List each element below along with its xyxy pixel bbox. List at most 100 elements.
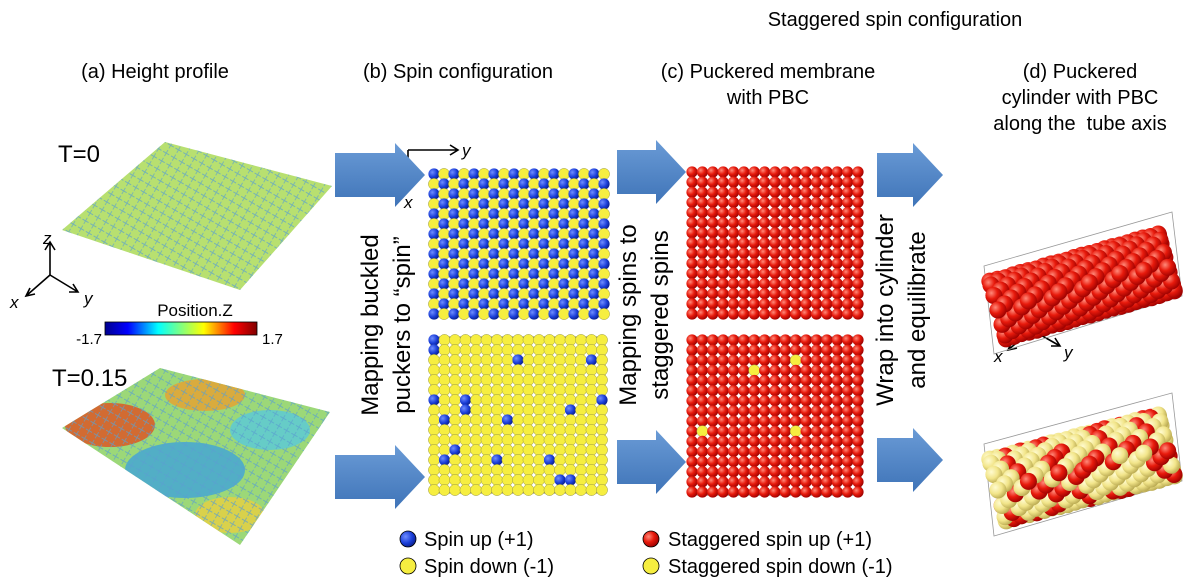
spin-site [831, 354, 843, 366]
spin-site [831, 298, 843, 310]
spin-site [468, 178, 480, 190]
spin-site [498, 248, 510, 260]
legend-label: Spin up (+1) [424, 529, 534, 551]
spin-site [459, 394, 472, 406]
spin-site [842, 176, 854, 188]
spin-site [508, 288, 520, 300]
spin-site [748, 466, 760, 478]
spin-site [564, 444, 577, 456]
spin-site [759, 374, 771, 387]
spin-site [588, 218, 600, 230]
spin-site [458, 298, 470, 310]
spin-site [790, 374, 802, 387]
spin-site [588, 198, 600, 210]
spin-site [458, 168, 470, 180]
spin-site [842, 354, 854, 366]
spin-site [738, 196, 750, 209]
spin-site [548, 248, 560, 260]
spin-site [596, 484, 608, 496]
spin-site [598, 258, 610, 270]
spin-site [498, 288, 510, 300]
spin-site [564, 364, 577, 376]
spin-site [759, 405, 771, 417]
spin-site [852, 196, 864, 209]
spin-site [810, 196, 823, 209]
spin-site [800, 405, 812, 417]
flow-arrow [617, 430, 686, 494]
spin-site [533, 414, 545, 426]
spin-site [769, 405, 781, 417]
spin-site [800, 176, 812, 188]
spin-site [769, 364, 781, 376]
spin-site [790, 415, 802, 427]
spin-site [686, 217, 698, 229]
spin-site [696, 334, 708, 346]
spin-site [800, 237, 812, 249]
spin-site [810, 227, 823, 239]
spin-site [438, 198, 450, 210]
spin-site [852, 206, 864, 219]
spin-site [428, 344, 440, 356]
spin-site [518, 238, 530, 250]
spin-site [779, 466, 791, 478]
spin-site [428, 198, 440, 210]
spin-site [821, 166, 833, 178]
spin-site [727, 288, 740, 300]
spin-site [810, 247, 823, 259]
spin-site [707, 385, 719, 397]
spin-site [717, 277, 729, 290]
spin-site [759, 445, 771, 458]
spin-site [769, 166, 781, 178]
spin-site [852, 186, 864, 198]
spin-site [498, 228, 510, 240]
spin-site [696, 395, 708, 407]
spin-site [810, 206, 823, 219]
spin-site [779, 374, 791, 387]
spin-site [810, 288, 823, 300]
spin-site [769, 486, 781, 498]
spin-site [831, 217, 843, 229]
cylinder-box [983, 392, 1183, 537]
spin-site [428, 334, 440, 346]
spin-site [448, 278, 460, 290]
spin-site [498, 168, 510, 180]
spin-site [543, 374, 556, 386]
spin-site [769, 206, 781, 219]
spin-site [738, 476, 750, 488]
spin-site [696, 415, 708, 427]
spin-site [727, 298, 740, 310]
spin-site [779, 405, 791, 417]
spin-site [810, 176, 823, 188]
spin-site [548, 188, 560, 200]
spin-site [759, 227, 771, 239]
spin-site [548, 178, 560, 190]
spin-site [810, 166, 823, 178]
spin-site [568, 278, 580, 290]
spin-site [727, 385, 740, 397]
spin-site [564, 344, 577, 356]
cylinder [981, 211, 1183, 355]
spin-site [821, 247, 833, 259]
flow-arrow [335, 143, 425, 207]
spin-site [790, 196, 802, 209]
spin-site [478, 228, 490, 240]
spin-site [707, 435, 719, 447]
arrow-caption: staggered spins [647, 230, 674, 399]
spin-site [779, 166, 791, 178]
spin-site [738, 257, 750, 269]
spin-site [575, 474, 587, 486]
spin-site [759, 425, 771, 437]
spin-site [568, 208, 580, 220]
sphere [1111, 265, 1129, 283]
spin-site [790, 267, 802, 280]
spin-site [508, 298, 520, 310]
spin-site [468, 268, 480, 280]
cylinder-box [983, 211, 1183, 355]
spin-site [522, 434, 535, 446]
spin-site [588, 238, 600, 250]
spin-site [821, 237, 833, 249]
spin-site [707, 277, 719, 290]
spin-site [810, 456, 823, 468]
spin-site [488, 168, 500, 180]
spin-site [538, 218, 550, 230]
